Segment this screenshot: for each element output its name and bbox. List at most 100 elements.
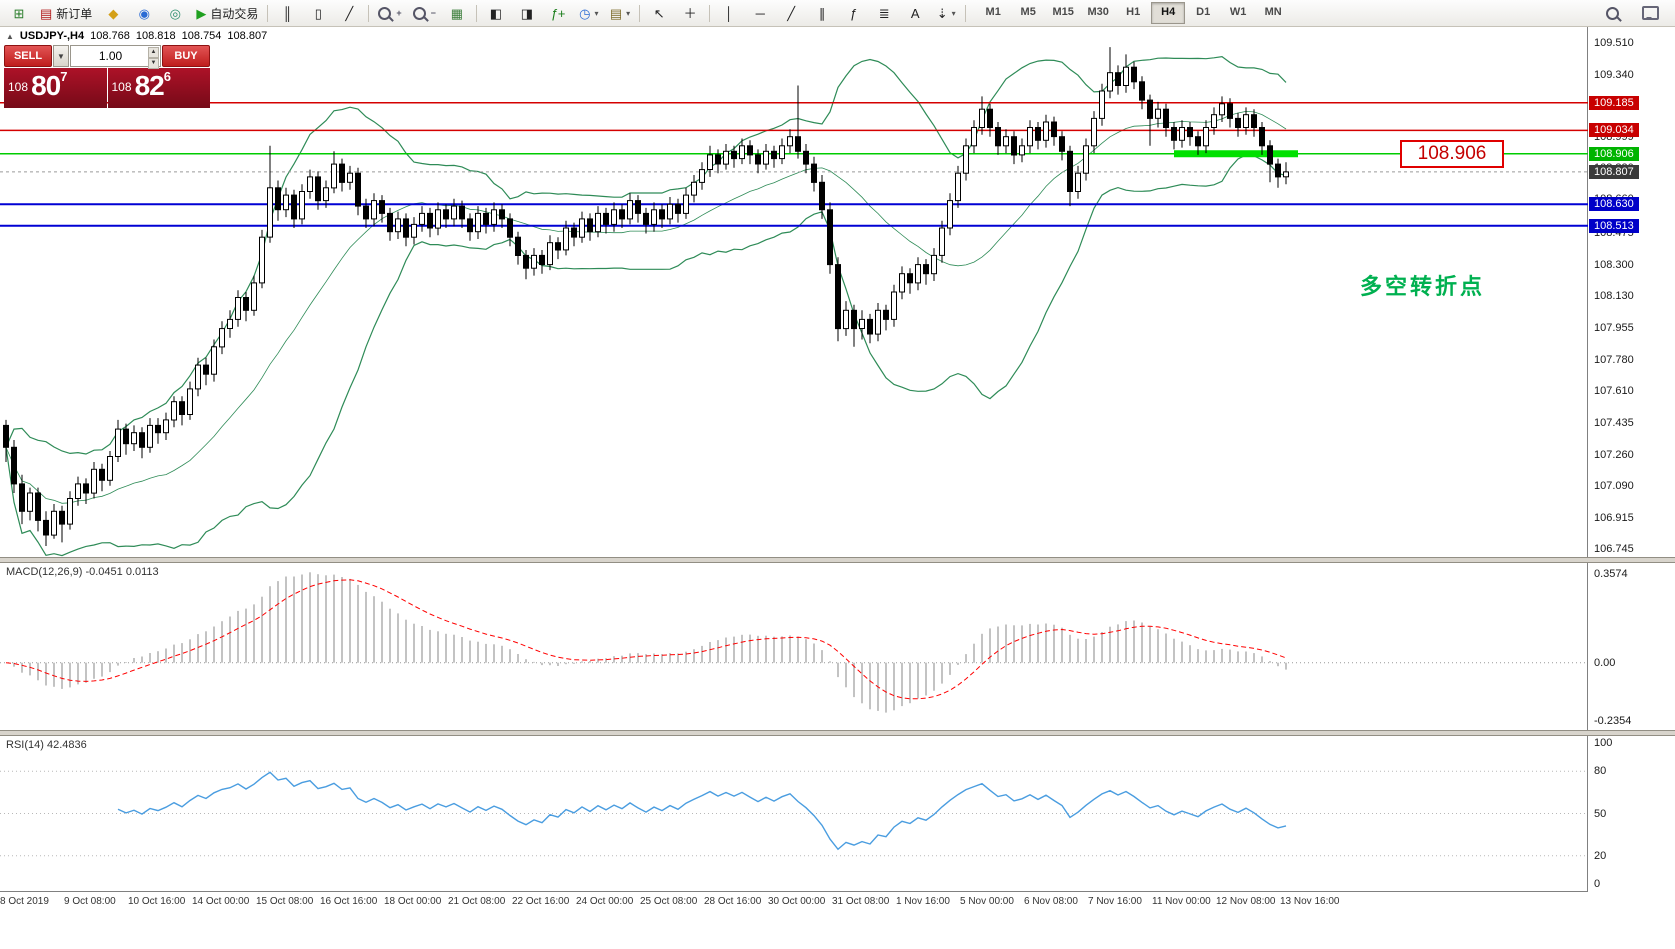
axis-label: 0.00 (1594, 656, 1616, 669)
zoom-in-icon (378, 6, 392, 20)
macd-canvas[interactable] (0, 563, 1588, 730)
price-tag-label: 108.630 (1589, 197, 1639, 212)
new-order-button[interactable]: ▤ 新订单 (35, 1, 97, 25)
rsi-canvas[interactable] (0, 736, 1588, 891)
buy-price-display[interactable]: 108 826 (107, 68, 210, 108)
new-chart-button[interactable]: ⊞ (4, 1, 34, 25)
periods-button[interactable]: ◷ ▾ (574, 1, 604, 25)
templates-button[interactable]: ▤ ▾ (605, 1, 635, 25)
bar-chart-button[interactable]: ║ (272, 1, 302, 25)
time-axis[interactable]: 8 Oct 2019 9 Oct 08:00 10 Oct 16:00 14 Oct … (0, 891, 1588, 949)
rsi-pane[interactable]: RSI(14) 42.4836 (0, 736, 1588, 891)
timeframe-button-h4[interactable]: H4 (1151, 2, 1186, 24)
vertical-line-button[interactable]: │ (714, 1, 744, 25)
timeframe-button-m30[interactable]: M30 (1087, 6, 1109, 18)
timeframe-button-w1[interactable]: W1 (1229, 6, 1247, 18)
axis-label: 106.915 (1594, 511, 1634, 524)
shapes-button[interactable]: ≣ (869, 1, 899, 25)
sell-price-display[interactable]: 108 807 (4, 68, 107, 108)
time-axis-label: 31 Oct 08:00 (832, 896, 890, 907)
pane-splitter[interactable] (0, 730, 1675, 736)
time-axis-label: 6 Nov 08:00 (1024, 896, 1078, 907)
horizontal-line-icon: ─ (755, 5, 765, 21)
sell-button[interactable]: SELL (4, 45, 52, 67)
axis-label: 109.510 (1594, 37, 1634, 50)
plot-column: ▲ USDJPY-,H4 108.768 108.818 108.754 108… (0, 27, 1588, 949)
autotrading-label: 自动交易 (210, 6, 259, 21)
vertical-line-icon: │ (725, 5, 734, 21)
timeframe-button-d1[interactable]: D1 (1196, 6, 1211, 18)
navigator-button[interactable]: ◉ (129, 1, 159, 25)
time-axis-label: 30 Oct 00:00 (768, 896, 826, 907)
chat-button[interactable] (1635, 1, 1665, 25)
market-watch-button[interactable]: ◆ (98, 1, 128, 25)
arrows-icon: ⇣ (936, 5, 948, 21)
chat-icon (1641, 6, 1659, 20)
axis-label: 0.3574 (1594, 567, 1628, 580)
arrows-button[interactable]: ⇣ ▾ (931, 1, 961, 25)
timeframe-button-h1[interactable]: H1 (1126, 6, 1141, 18)
zoom-out-button[interactable]: − (408, 1, 441, 25)
price-axis[interactable]: 109.510109.340109.170108.999108.830108.6… (1589, 27, 1675, 949)
sell-dropdown-button[interactable]: ▼ (53, 45, 69, 67)
autotrading-button[interactable]: ▶ 自动交易 (191, 1, 263, 25)
main-chart-canvas[interactable] (0, 27, 1588, 557)
time-axis-label: 21 Oct 08:00 (448, 896, 506, 907)
chart-annotation-text[interactable]: 多空转折点 (1360, 274, 1486, 299)
buy-button[interactable]: BUY (162, 45, 210, 67)
minus-sign: − (430, 8, 436, 18)
indicators-button[interactable]: ƒ+ (543, 1, 573, 25)
timeframe-button-m5[interactable]: M5 (1020, 6, 1036, 18)
text-icon: A (910, 5, 920, 21)
timeframe-button-m15[interactable]: M15 (1052, 6, 1074, 18)
price-level-callout[interactable]: 108.906 (1400, 139, 1504, 168)
buy-price-prefix: 108 (111, 80, 132, 94)
price-tag-label: 108.513 (1589, 218, 1639, 233)
main-chart-pane[interactable]: ▲ USDJPY-,H4 108.768 108.818 108.754 108… (0, 27, 1588, 557)
macd-indicator-label: MACD(12,26,9) -0.0451 0.0113 (6, 566, 159, 578)
new-chart-icon: ⊞ (13, 5, 25, 21)
toolbar-separator (709, 4, 711, 22)
arrange-right-button[interactable]: ◨ (512, 1, 542, 25)
main-toolbar: ⊞ ▤ 新订单 ◆ ◉ ◎ ▶ 自动交易 ║ ▯ ╱ + − ▦ ◧ ◨ ƒ+ … (0, 0, 1675, 27)
channel-icon: ∥ (818, 5, 826, 21)
fibonacci-button[interactable]: ƒ (838, 1, 868, 25)
time-axis-label: 24 Oct 00:00 (576, 896, 634, 907)
tile-windows-icon: ▦ (450, 5, 463, 21)
axis-label: 106.745 (1594, 542, 1634, 555)
axis-label: 107.955 (1594, 321, 1634, 334)
ohlc-open: 108.768 (90, 30, 130, 42)
symbol-name: USDJPY-,H4 (19, 30, 85, 42)
candlestick-button[interactable]: ▯ (303, 1, 333, 25)
axis-label: 109.340 (1594, 68, 1634, 81)
volume-input[interactable] (71, 46, 160, 66)
dropdown-arrow-icon: ▾ (951, 8, 956, 18)
timeframe-button-mn[interactable]: MN (1264, 6, 1282, 18)
volume-step-up[interactable]: ▲ (148, 47, 159, 58)
pane-splitter[interactable] (0, 557, 1675, 563)
trendline-button[interactable]: ╱ (776, 1, 806, 25)
line-chart-button[interactable]: ╱ (334, 1, 364, 25)
cursor-button[interactable]: ↖ (644, 1, 674, 25)
arrange-left-icon: ◧ (489, 5, 502, 21)
tile-windows-button[interactable]: ▦ (442, 1, 472, 25)
text-button[interactable]: A (900, 1, 930, 25)
periods-clock-icon: ◷ (579, 5, 591, 21)
search-button[interactable] (1597, 1, 1627, 25)
axis-label: 0 (1594, 877, 1601, 890)
axis-label: 107.435 (1594, 416, 1634, 429)
crosshair-button[interactable]: ＋ (675, 1, 705, 25)
channel-button[interactable]: ∥ (807, 1, 837, 25)
dropdown-arrow-icon: ▾ (626, 8, 631, 18)
cursor-icon: ↖ (653, 5, 665, 21)
arrange-left-button[interactable]: ◧ (481, 1, 511, 25)
rsi-indicator-label: RSI(14) 42.4836 (6, 739, 87, 751)
zoom-in-button[interactable]: + (373, 1, 406, 25)
sell-price-big: 80 (31, 70, 61, 101)
templates-icon: ▤ (609, 5, 623, 21)
timeframe-button-m1[interactable]: M1 (985, 6, 1001, 18)
macd-pane[interactable]: MACD(12,26,9) -0.0451 0.0113 (0, 563, 1588, 730)
terminal-button[interactable]: ◎ (160, 1, 190, 25)
horizontal-line-button[interactable]: ─ (745, 1, 775, 25)
volume-step-down[interactable]: ▼ (148, 58, 159, 69)
